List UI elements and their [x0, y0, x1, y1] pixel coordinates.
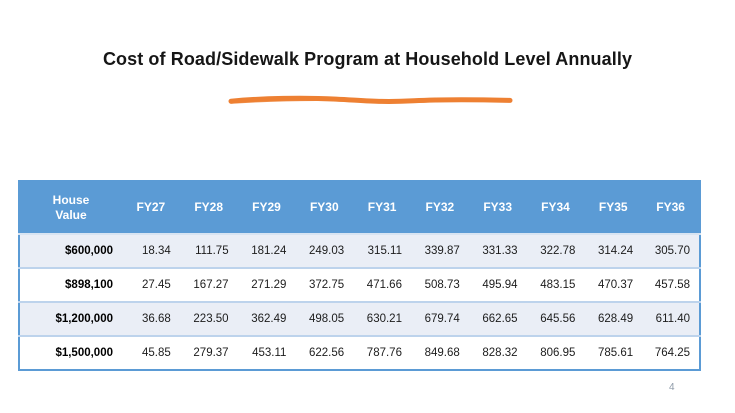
value-cell: 622.56: [295, 335, 354, 370]
value-cell: 372.75: [295, 267, 354, 302]
value-cell: 279.37: [179, 335, 238, 370]
header-cell-house-value: House Value: [19, 181, 122, 234]
value-cell: 764.25: [642, 335, 700, 370]
house-value-cell: $600,000: [19, 233, 122, 268]
value-cell: 314.24: [584, 233, 643, 268]
house-value-cell: $898,100: [19, 267, 122, 302]
table-row: $1,500,000 45.85 279.37 453.11 622.56 787.76 8…: [19, 335, 700, 370]
value-cell: 628.49: [584, 301, 643, 336]
header-cell-fy33: FY33: [468, 181, 527, 234]
value-cell: 645.56: [526, 301, 585, 336]
title-underline-decoration: [228, 95, 513, 104]
header-cell-fy29: FY29: [237, 181, 296, 234]
header-cell-fy31: FY31: [353, 181, 411, 234]
value-cell: 470.37: [584, 267, 643, 302]
value-cell: 662.65: [468, 301, 527, 336]
table-row: $600,000 18.34 111.75 181.24 249.03 315.11 339…: [19, 233, 700, 268]
value-cell: 498.05: [295, 301, 354, 336]
table-row: $1,200,000 36.68 223.50 362.49 498.05 630.21 6…: [19, 301, 700, 336]
value-cell: 315.11: [353, 233, 411, 268]
value-cell: 36.68: [122, 301, 180, 336]
value-cell: 508.73: [410, 267, 469, 302]
house-value-cell: $1,500,000: [19, 335, 122, 370]
value-cell: 483.15: [526, 267, 585, 302]
value-cell: 45.85: [122, 335, 180, 370]
value-cell: 322.78: [526, 233, 585, 268]
value-cell: 305.70: [642, 233, 700, 268]
value-cell: 339.87: [410, 233, 469, 268]
value-cell: 181.24: [237, 233, 296, 268]
header-cell-fy36: FY36: [642, 181, 700, 234]
value-cell: 495.94: [468, 267, 527, 302]
value-cell: 331.33: [468, 233, 527, 268]
value-cell: 457.58: [642, 267, 700, 302]
value-cell: 27.45: [122, 267, 180, 302]
value-cell: 828.32: [468, 335, 527, 370]
value-cell: 453.11: [237, 335, 296, 370]
table-header-row: House Value FY27 FY28 FY29 FY30 FY31 FY32 FY33 FY…: [19, 181, 700, 234]
cost-table: House Value FY27 FY28 FY29 FY30 FY31 FY32 FY33 FY…: [18, 180, 701, 371]
value-cell: 785.61: [584, 335, 643, 370]
slide-title: Cost of Road/Sidewalk Program at Househo…: [102, 49, 633, 69]
header-cell-fy35: FY35: [584, 181, 643, 234]
house-value-cell: $1,200,000: [19, 301, 122, 336]
value-cell: 679.74: [410, 301, 469, 336]
page-number: 4: [669, 382, 675, 393]
value-cell: 849.68: [410, 335, 469, 370]
value-cell: 611.40: [642, 301, 700, 336]
header-cell-fy32: FY32: [410, 181, 469, 234]
header-cell-fy27: FY27: [122, 181, 180, 234]
value-cell: 167.27: [179, 267, 238, 302]
value-cell: 223.50: [179, 301, 238, 336]
value-cell: 271.29: [237, 267, 296, 302]
value-cell: 249.03: [295, 233, 354, 268]
value-cell: 806.95: [526, 335, 585, 370]
value-cell: 787.76: [353, 335, 411, 370]
value-cell: 630.21: [353, 301, 411, 336]
table-body: $600,000 18.34 111.75 181.24 249.03 315.11 339…: [19, 233, 700, 370]
header-cell-fy34: FY34: [526, 181, 585, 234]
value-cell: 111.75: [179, 233, 238, 268]
header-cell-fy30: FY30: [295, 181, 354, 234]
value-cell: 471.66: [353, 267, 411, 302]
table-row: $898,100 27.45 167.27 271.29 372.75 471.66 508…: [19, 267, 700, 302]
value-cell: 362.49: [237, 301, 296, 336]
value-cell: 18.34: [122, 233, 180, 268]
header-cell-fy28: FY28: [179, 181, 238, 234]
